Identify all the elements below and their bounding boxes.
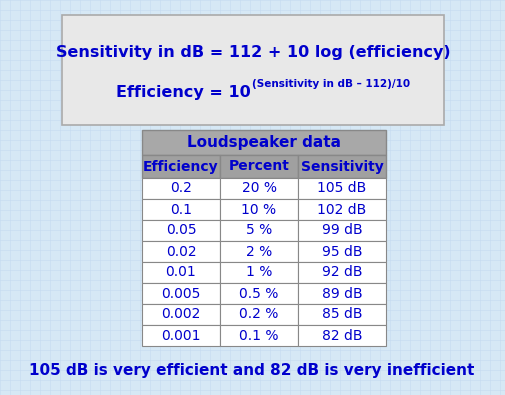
FancyBboxPatch shape <box>298 325 386 346</box>
FancyBboxPatch shape <box>298 283 386 304</box>
FancyBboxPatch shape <box>220 241 298 262</box>
Text: 0.02: 0.02 <box>166 245 196 258</box>
Text: 0.2 %: 0.2 % <box>239 307 279 322</box>
Text: 0.1 %: 0.1 % <box>239 329 279 342</box>
FancyBboxPatch shape <box>298 178 386 199</box>
FancyBboxPatch shape <box>298 155 386 178</box>
Text: 0.002: 0.002 <box>161 307 200 322</box>
FancyBboxPatch shape <box>220 178 298 199</box>
Text: 5 %: 5 % <box>246 224 272 237</box>
Text: 89 dB: 89 dB <box>322 286 362 301</box>
FancyBboxPatch shape <box>142 155 220 178</box>
FancyBboxPatch shape <box>142 241 220 262</box>
FancyBboxPatch shape <box>142 199 220 220</box>
Text: 2 %: 2 % <box>246 245 272 258</box>
FancyBboxPatch shape <box>142 304 220 325</box>
Text: (Sensitivity in dB – 112)/10: (Sensitivity in dB – 112)/10 <box>252 79 410 89</box>
Text: 10 %: 10 % <box>241 203 277 216</box>
FancyBboxPatch shape <box>298 304 386 325</box>
Text: 0.2: 0.2 <box>170 181 192 196</box>
Text: 0.05: 0.05 <box>166 224 196 237</box>
Text: Efficiency: Efficiency <box>143 160 219 173</box>
Text: 1 %: 1 % <box>246 265 272 280</box>
FancyBboxPatch shape <box>142 220 220 241</box>
Text: Efficiency = 10: Efficiency = 10 <box>116 85 251 100</box>
Text: 85 dB: 85 dB <box>322 307 362 322</box>
Text: Sensitivity in dB = 112 + 10 log (efficiency): Sensitivity in dB = 112 + 10 log (effici… <box>56 45 450 60</box>
FancyBboxPatch shape <box>142 130 386 155</box>
FancyBboxPatch shape <box>220 283 298 304</box>
Text: Percent: Percent <box>229 160 289 173</box>
Text: 0.5 %: 0.5 % <box>239 286 279 301</box>
Text: 0.01: 0.01 <box>166 265 196 280</box>
FancyBboxPatch shape <box>220 199 298 220</box>
Text: 0.1: 0.1 <box>170 203 192 216</box>
FancyBboxPatch shape <box>298 220 386 241</box>
Text: 99 dB: 99 dB <box>322 224 362 237</box>
FancyBboxPatch shape <box>142 262 220 283</box>
FancyBboxPatch shape <box>298 262 386 283</box>
FancyBboxPatch shape <box>142 325 220 346</box>
FancyBboxPatch shape <box>298 199 386 220</box>
Text: 102 dB: 102 dB <box>317 203 367 216</box>
FancyBboxPatch shape <box>220 262 298 283</box>
Text: Loudspeaker data: Loudspeaker data <box>187 135 341 150</box>
FancyBboxPatch shape <box>220 220 298 241</box>
Text: 20 %: 20 % <box>241 181 277 196</box>
Text: Sensitivity: Sensitivity <box>300 160 383 173</box>
FancyBboxPatch shape <box>220 304 298 325</box>
Text: 105 dB is very efficient and 82 dB is very inefficient: 105 dB is very efficient and 82 dB is ve… <box>29 363 475 378</box>
Text: 0.001: 0.001 <box>161 329 201 342</box>
Text: 95 dB: 95 dB <box>322 245 362 258</box>
FancyBboxPatch shape <box>142 283 220 304</box>
Text: 105 dB: 105 dB <box>317 181 367 196</box>
Text: 0.005: 0.005 <box>161 286 200 301</box>
FancyBboxPatch shape <box>220 155 298 178</box>
Text: 82 dB: 82 dB <box>322 329 362 342</box>
FancyBboxPatch shape <box>298 241 386 262</box>
FancyBboxPatch shape <box>220 325 298 346</box>
FancyBboxPatch shape <box>142 178 220 199</box>
Text: 92 dB: 92 dB <box>322 265 362 280</box>
FancyBboxPatch shape <box>62 15 444 125</box>
